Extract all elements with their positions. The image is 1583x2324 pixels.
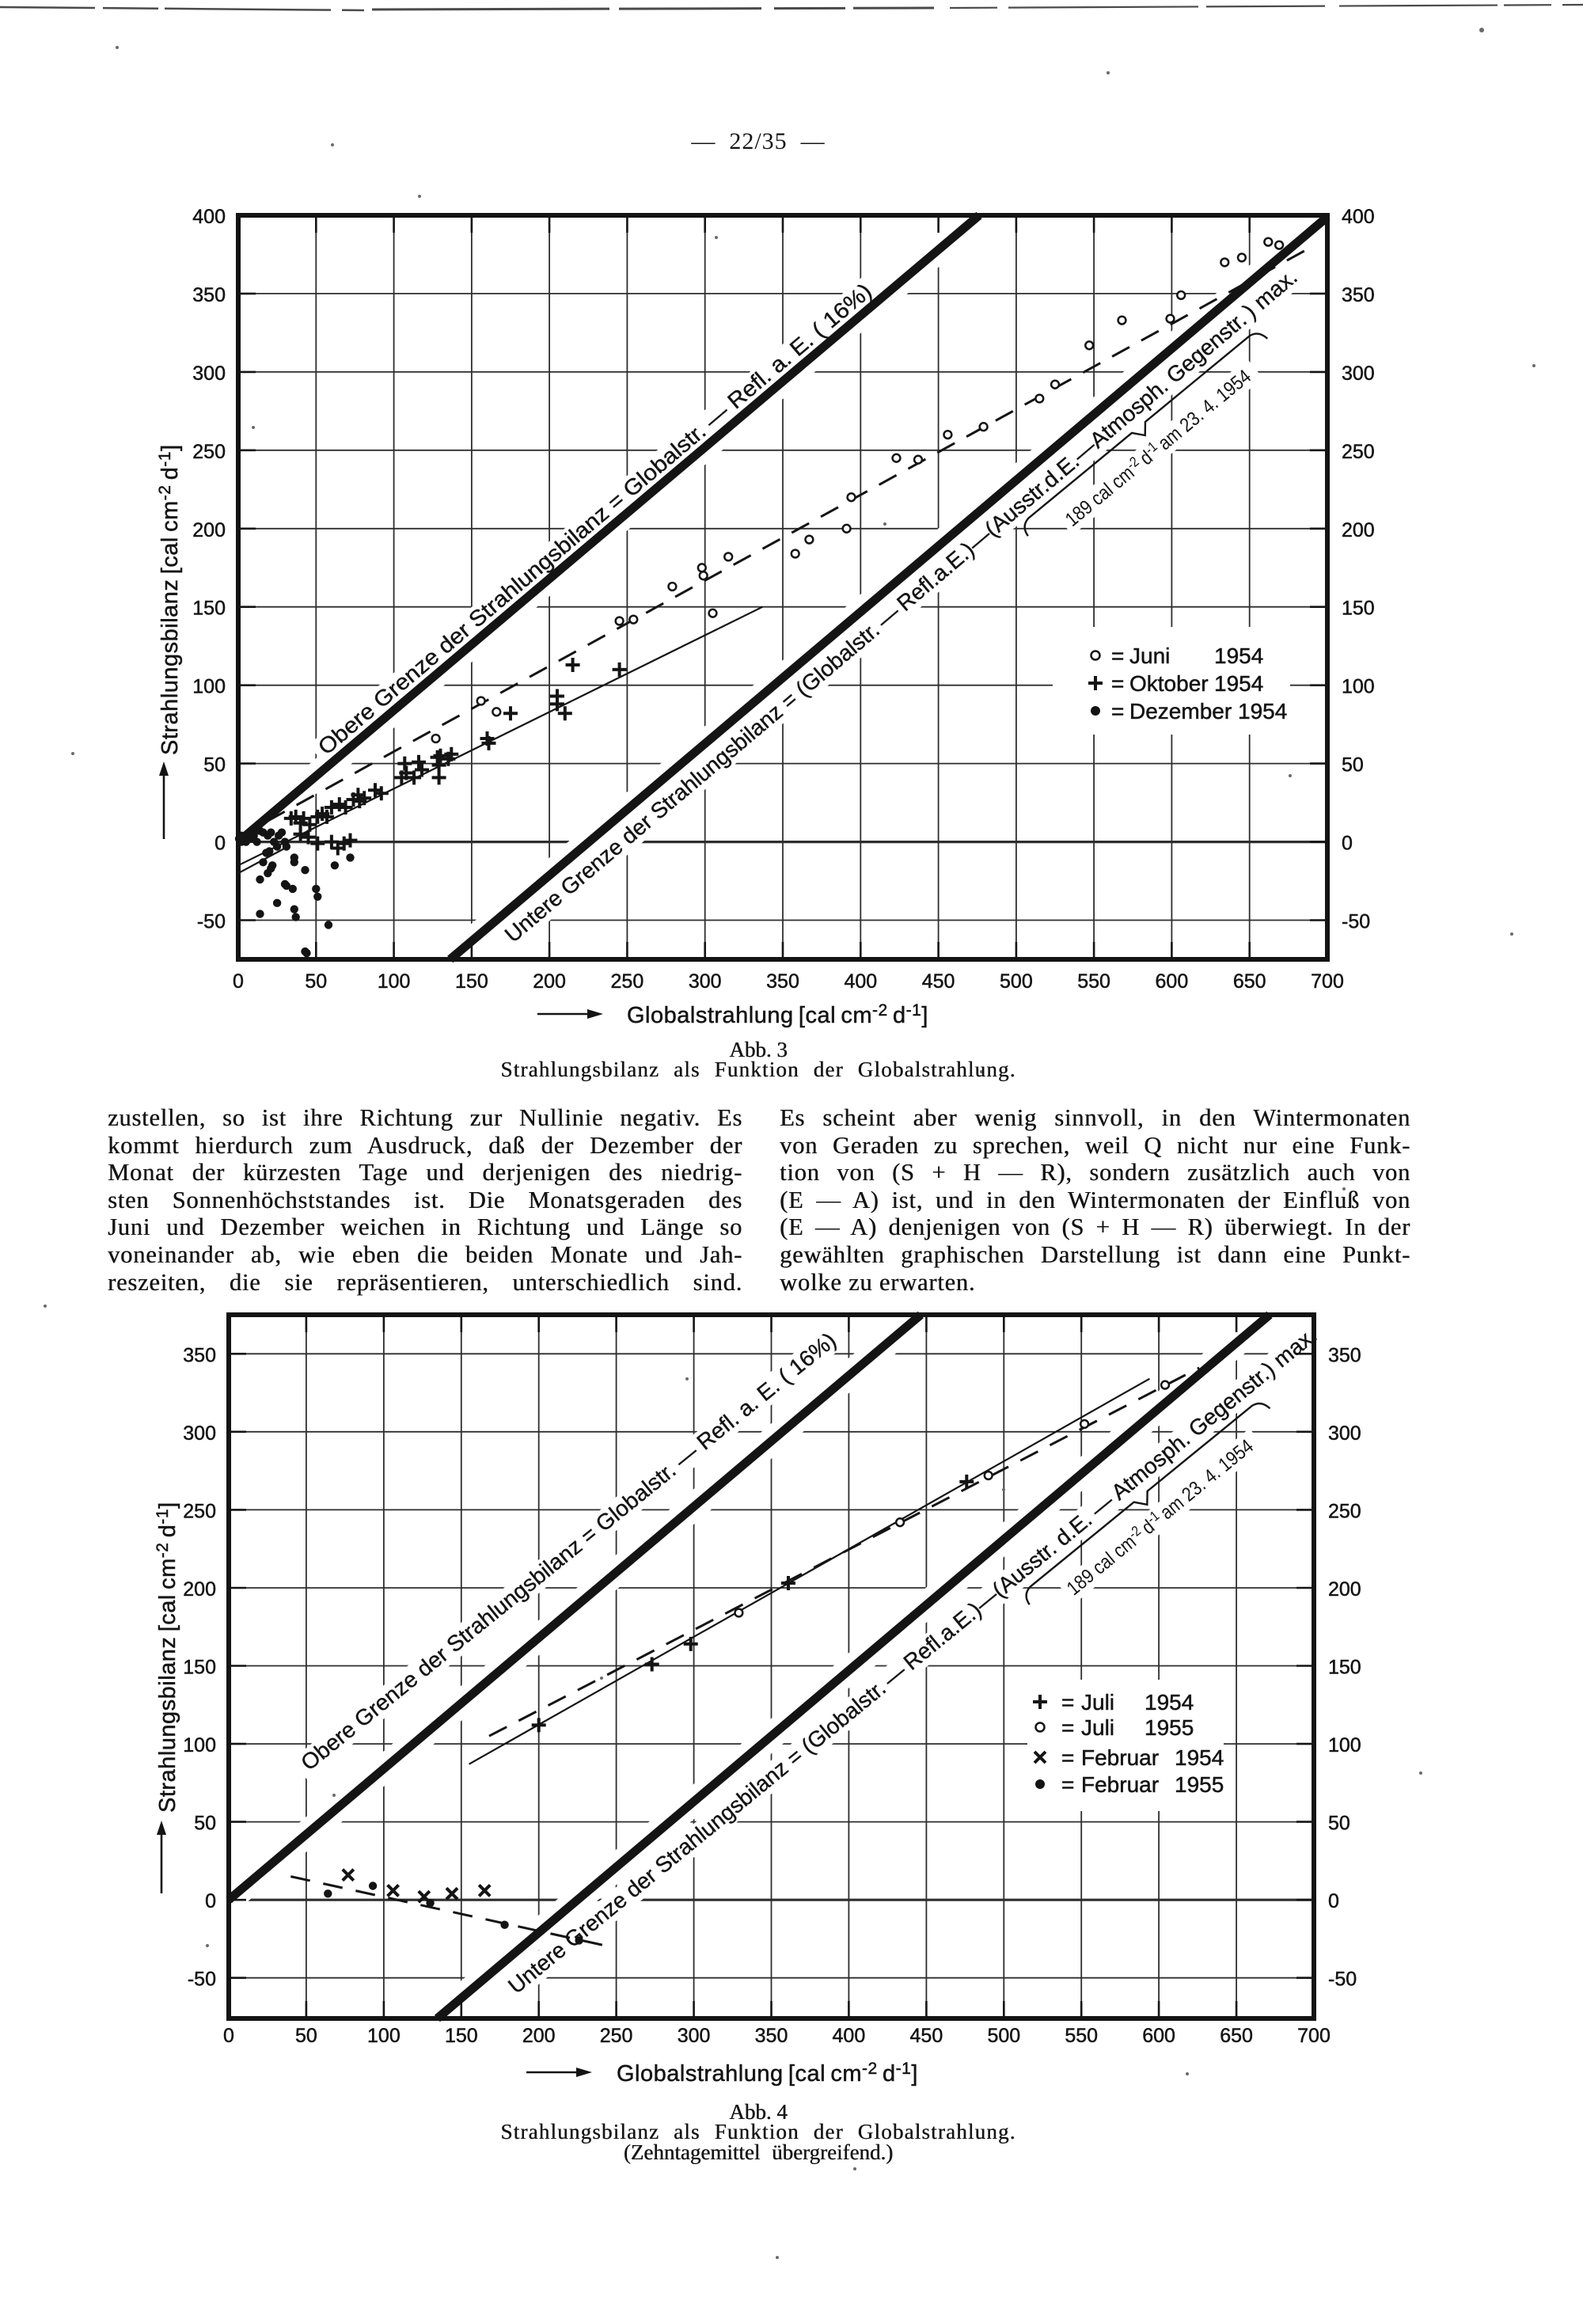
svg-text:150: 150	[1328, 1657, 1361, 1679]
svg-text:500: 500	[987, 2025, 1020, 2047]
svg-text:1955: 1955	[1175, 1772, 1224, 1797]
svg-text:Juni: Juni	[1129, 644, 1170, 668]
svg-text:200: 200	[192, 519, 226, 541]
svg-text:100: 100	[192, 676, 226, 698]
svg-text:1954: 1954	[1145, 1690, 1194, 1715]
svg-text:1955: 1955	[1145, 1715, 1194, 1740]
svg-text:400: 400	[1342, 206, 1375, 228]
svg-text:Globalstrahlung [cal cm-2 d-1]: Globalstrahlung [cal cm-2 d-1]	[627, 1001, 928, 1028]
svg-text:=: =	[1111, 699, 1124, 723]
svg-text:100: 100	[1342, 676, 1375, 698]
svg-text:300: 300	[689, 970, 722, 993]
svg-text:250: 250	[1328, 1500, 1361, 1522]
svg-text:300: 300	[1342, 363, 1375, 385]
svg-text:-50: -50	[188, 1969, 216, 1991]
svg-text:300: 300	[183, 1422, 216, 1445]
svg-text:0: 0	[233, 970, 244, 993]
svg-text:200: 200	[522, 2025, 556, 2047]
svg-text:0: 0	[205, 1890, 216, 1912]
svg-text:Strahlungsbilanz [cal cm-2 d-1: Strahlungsbilanz [cal cm-2 d-1]	[154, 1502, 180, 1813]
svg-text:Juli: Juli	[1081, 1690, 1114, 1715]
svg-text:650: 650	[1220, 2025, 1253, 2047]
svg-text:100: 100	[367, 2025, 400, 2047]
svg-text:50: 50	[1328, 1813, 1350, 1835]
svg-text:350: 350	[183, 1344, 216, 1366]
svg-text:Untere Grenze der Strahlungsbi: Untere Grenze der Strahlungsbilanz = (Gl…	[503, 1323, 1321, 1999]
svg-text:300: 300	[1328, 1422, 1361, 1445]
svg-text:=: =	[1111, 671, 1124, 696]
svg-text:=: =	[1061, 1715, 1074, 1740]
svg-text:Untere Grenze der Strahlungsbi: Untere Grenze der Strahlungsbilanz = (Gl…	[500, 264, 1302, 947]
svg-text:600: 600	[1156, 970, 1189, 993]
svg-text:650: 650	[1233, 970, 1266, 993]
svg-text:250: 250	[192, 441, 226, 463]
svg-text:100: 100	[183, 1734, 216, 1756]
svg-text:=: =	[1111, 644, 1124, 668]
svg-text:250: 250	[600, 2025, 633, 2047]
svg-text:0: 0	[214, 833, 226, 855]
svg-text:200: 200	[183, 1578, 216, 1601]
svg-text:100: 100	[1328, 1734, 1361, 1756]
svg-text:Globalstrahlung [cal cm-2 d-1]: Globalstrahlung [cal cm-2 d-1]	[617, 2060, 918, 2087]
svg-text:150: 150	[455, 970, 488, 993]
svg-text:400: 400	[844, 970, 877, 993]
svg-text:300: 300	[678, 2025, 711, 2047]
svg-text:Dezember: Dezember	[1129, 699, 1232, 723]
svg-text:1954: 1954	[1214, 671, 1263, 696]
svg-text:0: 0	[223, 2025, 234, 2047]
svg-text:Februar: Februar	[1081, 1745, 1159, 1770]
svg-text:350: 350	[192, 284, 226, 306]
svg-text:1954: 1954	[1214, 644, 1263, 668]
svg-text:250: 250	[183, 1500, 216, 1522]
svg-text:=: =	[1061, 1772, 1074, 1797]
svg-text:50: 50	[305, 970, 327, 993]
svg-text:0: 0	[1342, 833, 1353, 855]
svg-text:Strahlungsbilanz [cal cm-2 d-1: Strahlungsbilanz [cal cm-2 d-1]	[156, 444, 183, 755]
svg-text:=: =	[1061, 1690, 1074, 1715]
svg-text:200: 200	[1328, 1578, 1361, 1601]
svg-text:1954: 1954	[1238, 699, 1287, 723]
svg-text:700: 700	[1297, 2025, 1331, 2047]
svg-text:250: 250	[1342, 441, 1375, 463]
svg-text:Februar: Februar	[1081, 1772, 1159, 1797]
svg-text:450: 450	[910, 2025, 943, 2047]
svg-text:600: 600	[1142, 2025, 1175, 2047]
svg-text:550: 550	[1077, 970, 1110, 993]
svg-text:350: 350	[1342, 284, 1375, 306]
svg-text:400: 400	[192, 206, 226, 228]
svg-text:350: 350	[755, 2025, 788, 2047]
svg-text:50: 50	[295, 2025, 317, 2047]
svg-text:1954: 1954	[1175, 1745, 1224, 1770]
svg-text:700: 700	[1311, 970, 1344, 993]
svg-text:250: 250	[611, 970, 644, 993]
svg-text:200: 200	[533, 970, 566, 993]
svg-text:350: 350	[766, 970, 799, 993]
svg-text:150: 150	[445, 2025, 478, 2047]
svg-text:500: 500	[1000, 970, 1033, 993]
svg-text:-50: -50	[1342, 911, 1370, 933]
svg-text:50: 50	[1342, 754, 1364, 777]
svg-text:=: =	[1061, 1745, 1074, 1770]
svg-text:350: 350	[1328, 1344, 1361, 1366]
svg-text:0: 0	[1328, 1890, 1339, 1912]
svg-text:550: 550	[1065, 2025, 1098, 2047]
svg-text:50: 50	[203, 754, 226, 777]
svg-text:-50: -50	[1328, 1969, 1357, 1991]
svg-text:150: 150	[1342, 598, 1375, 620]
svg-text:150: 150	[192, 598, 226, 620]
svg-text:300: 300	[192, 363, 226, 385]
svg-text:50: 50	[194, 1813, 216, 1835]
svg-text:Oktober: Oktober	[1129, 671, 1209, 696]
svg-text:200: 200	[1342, 519, 1375, 541]
svg-text:-50: -50	[197, 911, 226, 933]
svg-text:150: 150	[183, 1657, 216, 1679]
svg-text:Juli: Juli	[1081, 1715, 1114, 1740]
svg-text:400: 400	[833, 2025, 866, 2047]
svg-text:100: 100	[378, 970, 411, 993]
svg-text:450: 450	[922, 970, 955, 993]
